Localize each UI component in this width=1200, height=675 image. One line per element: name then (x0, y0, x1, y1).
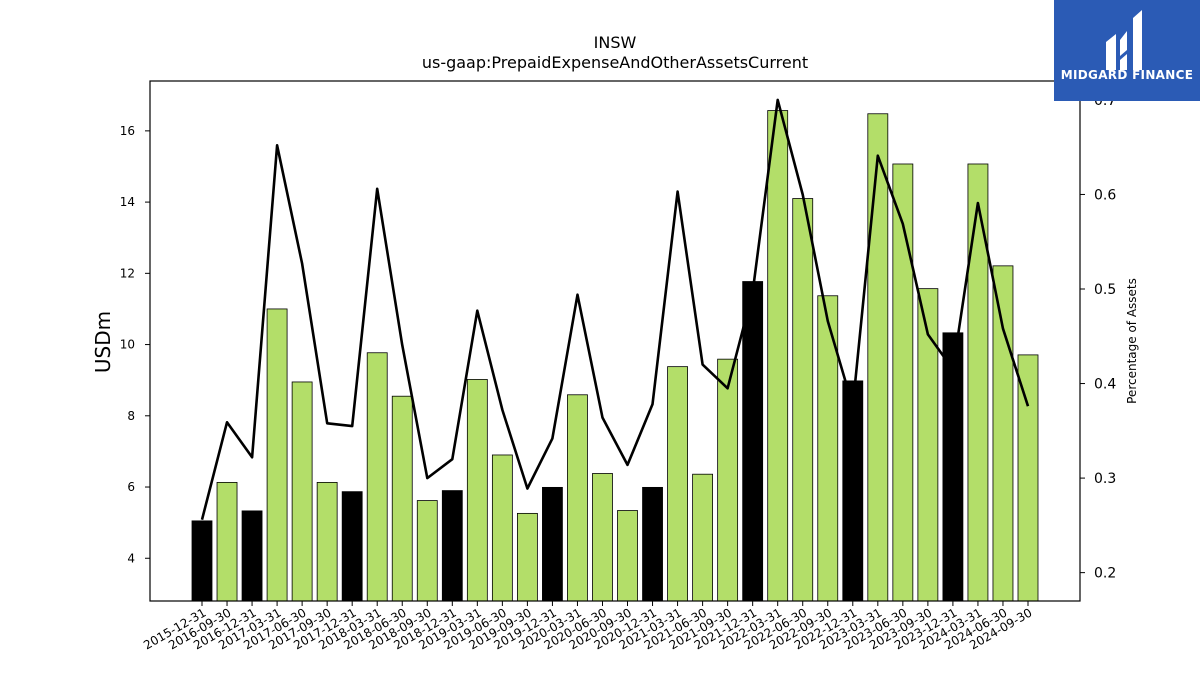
bar (667, 366, 688, 602)
bar (942, 332, 964, 602)
bar (867, 113, 889, 602)
plot-frame (149, 80, 1081, 602)
y-tick-label: 10 (120, 338, 135, 352)
bar (542, 486, 563, 602)
y2-tick-label: 0.6 (1094, 187, 1116, 203)
chart-title: INSW (593, 33, 637, 52)
y-tick-label: 14 (120, 195, 135, 209)
brand-logo: MIDGARD FINANCE (1054, 0, 1200, 101)
bar (967, 163, 989, 602)
logo-mark-icon (1106, 10, 1142, 70)
bar (767, 110, 789, 602)
y-tick-label: 4 (127, 551, 135, 565)
bar (291, 381, 313, 602)
y-axis-left: 4 6 8 10 12 14 16 (120, 124, 150, 565)
bar (642, 486, 663, 602)
y-tick-label: 16 (120, 124, 135, 138)
bar (366, 352, 388, 602)
y-axis-right: 0.20.30.40.50.60.7 (1080, 93, 1116, 582)
bar (241, 510, 263, 602)
bar (617, 510, 638, 602)
y-tick-label: 6 (127, 480, 135, 494)
y-tick-label: 8 (127, 409, 135, 423)
bar (391, 395, 413, 602)
bar (692, 473, 714, 602)
line-layer (200, 98, 1030, 521)
bar (316, 481, 338, 602)
bar (842, 380, 864, 602)
bar (416, 500, 438, 602)
y2-tick-label: 0.4 (1094, 377, 1116, 393)
series-line-percentage (200, 98, 1030, 521)
bar (792, 198, 814, 602)
y2-tick-label: 0.5 (1094, 282, 1116, 298)
y2-tick-label: 0.2 (1094, 566, 1116, 582)
bar (992, 265, 1014, 602)
bar (592, 473, 613, 602)
x-axis: 2015-12-312016-09-302016-12-312017-03-31… (141, 601, 1035, 652)
chart-subtitle: us-gaap:PrepaidExpenseAndOtherAssetsCurr… (421, 53, 809, 72)
bar (266, 308, 288, 602)
bar (466, 379, 488, 602)
bar (567, 394, 588, 602)
bar (441, 490, 463, 602)
y-axis-label: USDm (91, 311, 115, 373)
bar (491, 454, 513, 602)
bar (191, 520, 213, 602)
y2-axis-label: Percentage of Assets (1125, 278, 1139, 404)
bar (742, 281, 764, 602)
bar (341, 491, 363, 602)
bar (516, 512, 538, 602)
bar (717, 358, 739, 602)
logo-text: MIDGARD FINANCE (1060, 68, 1194, 82)
y2-tick-label: 0.3 (1094, 471, 1116, 487)
bars-layer (191, 110, 1039, 602)
bar (216, 481, 238, 602)
y-tick-label: 12 (120, 266, 135, 280)
bar (1017, 354, 1039, 602)
